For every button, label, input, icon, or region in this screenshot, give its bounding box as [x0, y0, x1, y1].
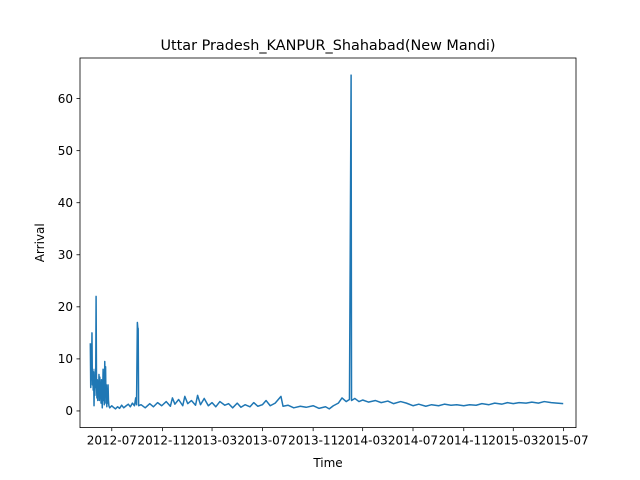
y-axis-label: Arrival [33, 223, 47, 262]
y-tick-label: 50 [58, 144, 73, 158]
y-tick-label: 40 [58, 196, 73, 210]
y-axis-ticks: 0 10 20 30 40 50 60 [58, 92, 80, 418]
y-tick-label: 0 [65, 404, 73, 418]
x-axis-ticks: 2012-07 2012-11 2013-03 2013-07 2013-11 2014-… [87, 427, 589, 448]
x-tick-label: 2013-11 [288, 434, 338, 448]
x-tick-label: 2013-07 [237, 434, 287, 448]
x-tick-label: 2015-07 [539, 434, 589, 448]
x-tick-label: 2013-03 [187, 434, 237, 448]
plot-area-frame [79, 57, 577, 429]
y-tick-label: 60 [58, 92, 73, 106]
x-tick-label: 2012-11 [137, 434, 187, 448]
y-tick-label: 30 [58, 248, 73, 262]
series-line [89, 74, 564, 410]
x-axis-label: Time [312, 456, 342, 470]
x-tick-label: 2014-07 [388, 434, 438, 448]
x-tick-label: 2015-03 [488, 434, 538, 448]
y-tick-label: 10 [58, 352, 73, 366]
x-tick-label: 2014-03 [338, 434, 388, 448]
x-tick-label: 2012-07 [87, 434, 137, 448]
y-tick-label: 20 [58, 300, 73, 314]
series-layer [89, 74, 564, 410]
x-tick-label: 2014-11 [439, 434, 489, 448]
chart-title: Uttar Pradesh_KANPUR_Shahabad(New Mandi) [160, 38, 495, 54]
